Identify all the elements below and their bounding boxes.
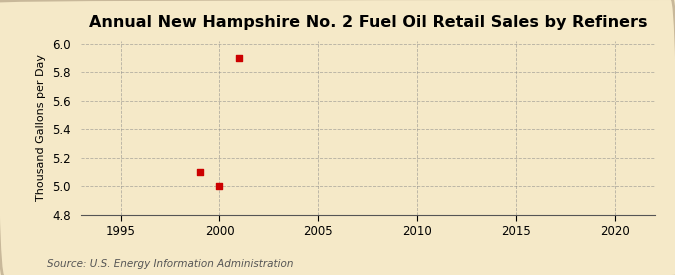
- Point: [194, 170, 205, 174]
- Title: Annual New Hampshire No. 2 Fuel Oil Retail Sales by Refiners: Annual New Hampshire No. 2 Fuel Oil Reta…: [88, 15, 647, 30]
- Point: [234, 56, 244, 60]
- Point: [214, 184, 225, 188]
- Y-axis label: Thousand Gallons per Day: Thousand Gallons per Day: [36, 54, 47, 201]
- Text: Source: U.S. Energy Information Administration: Source: U.S. Energy Information Administ…: [47, 259, 294, 269]
